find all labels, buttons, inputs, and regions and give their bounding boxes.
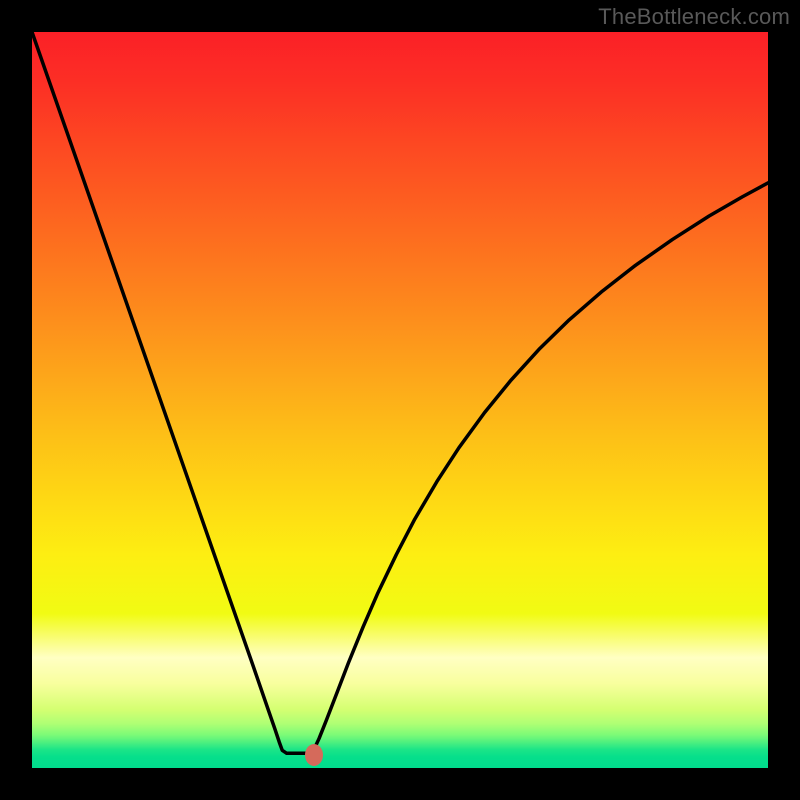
optimum-marker [305, 744, 323, 766]
bottleneck-chart: TheBottleneck.com [0, 0, 800, 800]
bottleneck-curve [32, 32, 768, 768]
watermark-text: TheBottleneck.com [598, 4, 790, 30]
